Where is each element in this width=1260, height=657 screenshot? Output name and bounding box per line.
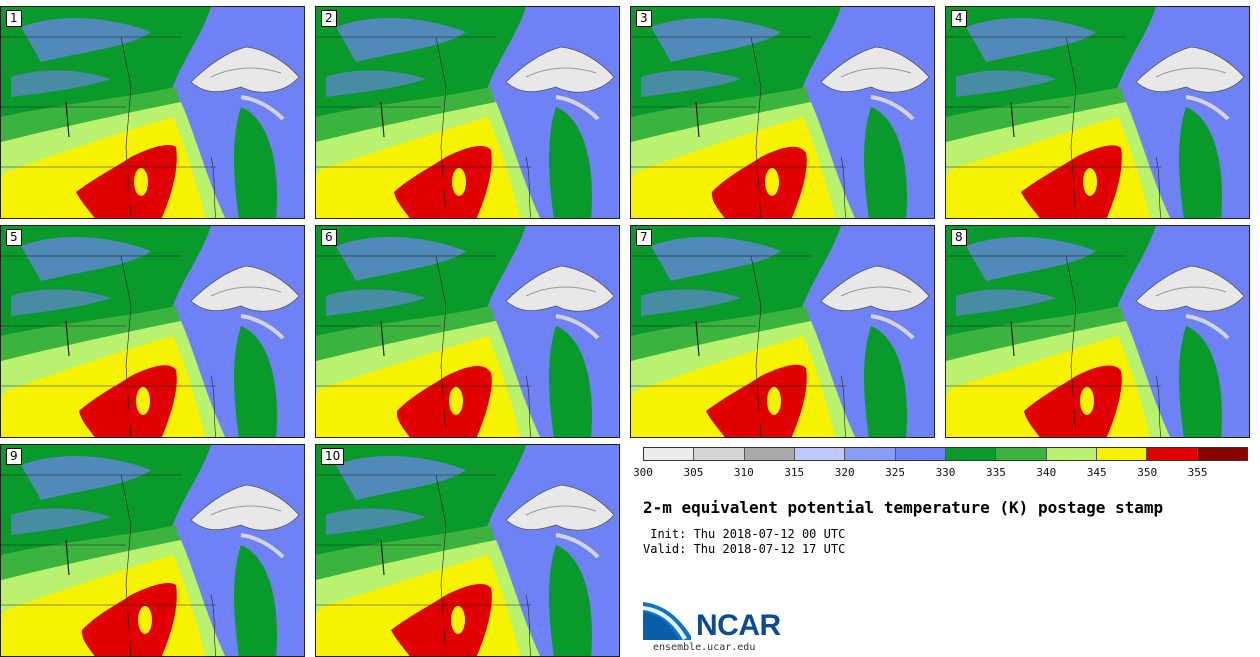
panel-number: 2 [321, 10, 337, 27]
panel-number: 6 [321, 229, 337, 246]
colorbar-tick-label: 345 [1086, 466, 1107, 479]
field-map-4 [946, 7, 1249, 218]
colorbar-segment [845, 448, 896, 460]
colorbar-tick-label: 335 [985, 466, 1006, 479]
colorbar-segment [744, 448, 795, 460]
colorbar-segment [1197, 448, 1247, 460]
ensemble-member-panel: 6 [315, 225, 620, 438]
colorbar-tick-label: 310 [733, 466, 754, 479]
colorbar-tick-label: 330 [935, 466, 956, 479]
field-map-6 [316, 226, 619, 437]
colorbar-segment [945, 448, 997, 460]
field-map-1 [1, 7, 304, 218]
ensemble-member-panel: 7 [630, 225, 935, 438]
colorbar-tick-label: 320 [834, 466, 855, 479]
field-map-2 [316, 7, 619, 218]
ensemble-member-panel: 2 [315, 6, 620, 219]
colorbar-tick-label: 340 [1036, 466, 1057, 479]
field-map-3 [631, 7, 934, 218]
panel-number: 10 [321, 448, 345, 465]
field-map-10 [316, 445, 619, 656]
colorbar-tick-label: 305 [683, 466, 704, 479]
colorbar-segment [1147, 448, 1198, 460]
panel-number: 7 [636, 229, 652, 246]
plot-title: 2-m equivalent potential temperature (K)… [643, 498, 1164, 517]
logo-url: ensemble.ucar.edu [653, 642, 756, 653]
field-map-8 [946, 226, 1249, 437]
panel-number: 3 [636, 10, 652, 27]
colorbar-segment [895, 448, 946, 460]
colorbar-tick-label: 355 [1187, 466, 1208, 479]
init-time: Init: Thu 2018-07-12 00 UTC [643, 527, 846, 541]
colorbar-tick-label: 300 [633, 466, 653, 479]
colorbar-segment [1046, 448, 1097, 460]
ensemble-member-panel: 3 [630, 6, 935, 219]
colorbar-ticks: 300 305 310 315 320 325 330 335 340 345 350 355 [633, 466, 1248, 480]
colorbar-segment [996, 448, 1047, 460]
field-map-9 [1, 445, 304, 656]
ncar-logo-icon [643, 602, 691, 640]
ensemble-member-panel: 8 [945, 225, 1250, 438]
colorbar [643, 447, 1248, 461]
colorbar-tick-label: 325 [885, 466, 906, 479]
colorbar-tick-label: 315 [784, 466, 805, 479]
ensemble-member-panel: 1 [0, 6, 305, 219]
ncar-logo-text: NCAR [696, 609, 781, 642]
colorbar-segment [794, 448, 846, 460]
ensemble-member-panel: 10 [315, 444, 620, 657]
colorbar-segment [644, 448, 695, 460]
field-map-7 [631, 226, 934, 437]
colorbar-segment [1096, 448, 1148, 460]
panel-number: 8 [951, 229, 967, 246]
field-map-5 [1, 226, 304, 437]
ensemble-member-panel: 9 [0, 444, 305, 657]
panel-number: 5 [6, 229, 22, 246]
panel-number: 9 [6, 448, 22, 465]
ensemble-member-panel: 4 [945, 6, 1250, 219]
ensemble-member-panel: 5 [0, 225, 305, 438]
panel-number: 1 [6, 10, 22, 27]
colorbar-tick-label: 350 [1137, 466, 1158, 479]
panel-number: 4 [951, 10, 967, 27]
valid-time: Valid: Thu 2018-07-12 17 UTC [643, 542, 846, 556]
colorbar-segment [694, 448, 745, 460]
